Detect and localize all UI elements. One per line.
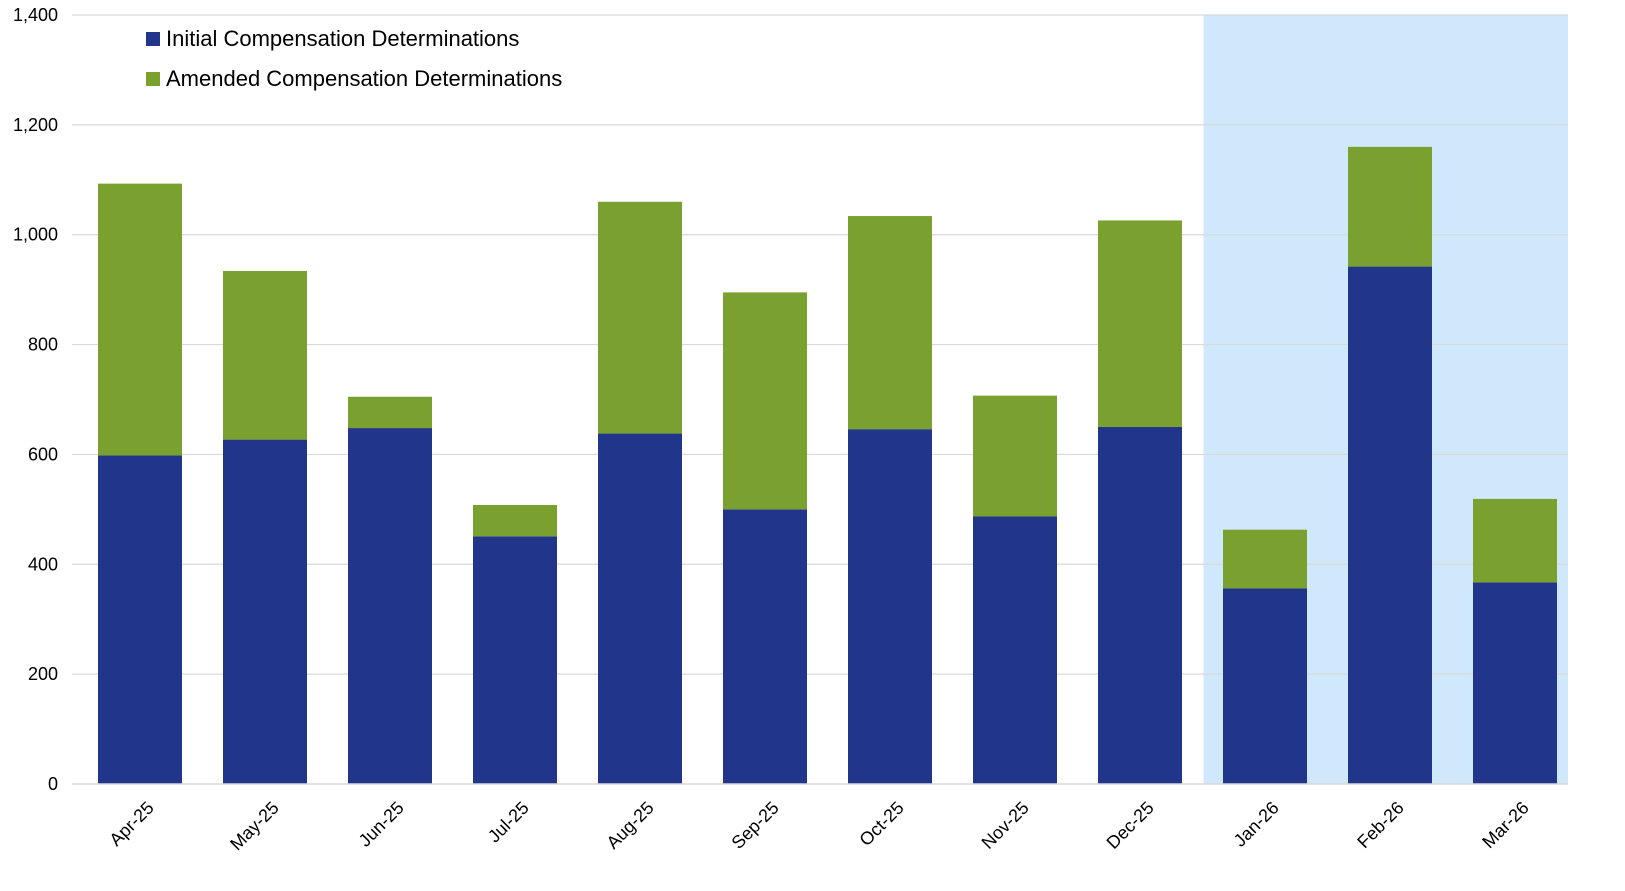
bar-initial bbox=[1098, 426, 1182, 784]
bar-amended bbox=[598, 201, 682, 434]
x-tick-label: Feb-26 bbox=[1353, 798, 1407, 852]
bar-initial bbox=[723, 509, 807, 784]
x-tick-label: Aug-25 bbox=[603, 798, 658, 853]
bar-amended bbox=[98, 183, 182, 456]
bar-amended bbox=[848, 216, 932, 430]
legend-swatch-initial bbox=[146, 32, 160, 46]
gridlines bbox=[72, 14, 1568, 675]
legend-label-amended: Amended Compensation Determinations bbox=[166, 66, 562, 91]
y-tick-label: 1,200 bbox=[13, 115, 58, 135]
bar-initial bbox=[223, 439, 307, 784]
x-tick-label: Jul-25 bbox=[484, 798, 533, 847]
x-tick-label: Dec-25 bbox=[1103, 798, 1158, 853]
bar-amended bbox=[723, 292, 807, 510]
bar-initial bbox=[348, 428, 432, 784]
x-tick-label: May-25 bbox=[226, 798, 283, 855]
bar-initial bbox=[1473, 582, 1557, 784]
bar-amended bbox=[348, 396, 432, 429]
bar-initial bbox=[473, 536, 557, 784]
x-tick-label: Sep-25 bbox=[728, 798, 783, 853]
bar-initial bbox=[598, 433, 682, 784]
bar-initial bbox=[1348, 266, 1432, 784]
y-tick-label: 0 bbox=[48, 774, 58, 794]
bar-amended bbox=[1473, 498, 1557, 583]
legend: Initial Compensation Determinations Amen… bbox=[146, 26, 562, 91]
x-tick-label: Mar-26 bbox=[1478, 798, 1532, 852]
legend-swatch-amended bbox=[146, 72, 160, 86]
y-tick-label: 800 bbox=[28, 335, 58, 355]
bar-amended bbox=[223, 270, 307, 440]
bar-amended bbox=[973, 395, 1057, 517]
bar-amended bbox=[1098, 220, 1182, 427]
legend-item-amended: Amended Compensation Determinations bbox=[146, 66, 562, 91]
bar-initial bbox=[973, 516, 1057, 784]
y-tick-label: 400 bbox=[28, 554, 58, 574]
bar-initial bbox=[98, 455, 182, 784]
legend-label-initial: Initial Compensation Determinations bbox=[166, 26, 519, 51]
bar-amended bbox=[1223, 529, 1307, 589]
x-tick-label: Jan-26 bbox=[1230, 798, 1283, 851]
x-tick-label: Apr-25 bbox=[105, 798, 157, 850]
x-tick-label: Oct-25 bbox=[855, 798, 907, 850]
bars bbox=[98, 146, 1557, 784]
y-tick-label: 600 bbox=[28, 444, 58, 464]
x-tick-label: Nov-25 bbox=[978, 798, 1033, 853]
bar-amended bbox=[1348, 146, 1432, 267]
bar-amended bbox=[473, 504, 557, 537]
y-tick-label: 200 bbox=[28, 664, 58, 684]
bar-initial bbox=[848, 429, 932, 784]
y-tick-label: 1,000 bbox=[13, 225, 58, 245]
y-tick-label: 1,400 bbox=[13, 5, 58, 25]
legend-item-initial: Initial Compensation Determinations bbox=[146, 26, 519, 51]
x-tick-label: Jun-25 bbox=[355, 798, 408, 851]
bar-initial bbox=[1223, 588, 1307, 784]
